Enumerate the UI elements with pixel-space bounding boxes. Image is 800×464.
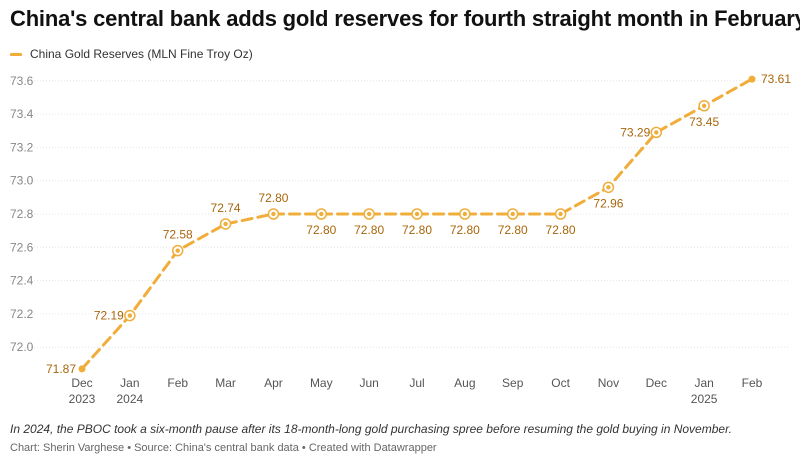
y-tick-label: 72.0 [10,340,34,354]
data-point-center [127,313,133,318]
data-label: 72.80 [402,223,432,237]
data-label: 72.96 [593,196,623,210]
legend-swatch [10,52,22,56]
y-tick-label: 73.6 [10,74,34,88]
data-point-center [414,211,420,217]
legend-label: China Gold Reserves (MLN Fine Troy Oz) [30,47,253,61]
x-tick-label: Oct [551,376,570,390]
x-tick-label: Jun [359,376,378,390]
data-point-center [558,211,563,217]
x-tick-label: 2023 [69,392,96,406]
data-point-center [223,221,228,227]
data-label: 72.80 [546,223,576,237]
x-tick-label: Jan [694,376,713,390]
x-tick-label: Feb [742,376,763,390]
data-point-center [175,248,180,253]
chart-credits: Chart: Sherin Varghese • Source: China's… [10,442,437,454]
data-point-center [606,185,611,190]
x-tick-label: 2025 [691,392,718,406]
x-tick-label: Dec [71,376,92,390]
data-point [748,75,756,83]
y-tick-label: 73.4 [10,107,34,121]
data-label: 72.80 [258,191,288,205]
data-label: 72.74 [211,201,241,215]
data-label: 72.58 [163,228,193,242]
x-tick-label: Mar [215,376,236,390]
data-point-center [366,211,372,217]
y-tick-label: 72.2 [10,307,34,321]
data-point-center [462,211,468,217]
y-tick-label: 72.4 [10,274,34,288]
x-tick-label: Jul [409,376,424,390]
y-tick-label: 73.0 [10,174,34,188]
x-tick-label: Dec [646,376,667,390]
data-label: 73.29 [620,125,650,139]
y-tick-label: 72.6 [10,240,34,254]
x-tick-label: Apr [264,376,283,390]
chart-title: China's central bank adds gold reserves … [10,6,800,31]
data-point [78,365,86,373]
y-tick-label: 72.8 [10,207,34,221]
x-tick-label: Jan [120,376,139,390]
y-tick-label: 73.2 [10,140,34,154]
legend: China Gold Reserves (MLN Fine Troy Oz) [10,47,253,61]
data-point-center [271,211,276,217]
chart-footnote: In 2024, the PBOC took a six-month pause… [10,422,732,436]
data-label: 72.80 [306,223,336,237]
data-point-center [319,211,324,217]
data-label: 72.80 [354,223,384,237]
x-tick-label: 2024 [117,392,144,406]
x-tick-label: May [310,376,333,390]
data-label: 73.61 [761,72,791,86]
data-point-center [701,103,707,108]
data-point-center [510,211,515,217]
data-label: 71.87 [46,362,76,376]
data-point-center [654,130,659,135]
line-chart: 72.0 72.2 72.4 72.6 72.8 73.0 73.2 73.4 73.6 Dec 2… [10,72,791,406]
x-tick-label: Feb [167,376,188,390]
x-tick-label: Aug [454,376,475,390]
data-label: 72.80 [498,223,528,237]
x-tick-label: Nov [598,376,619,390]
data-label: 72.19 [94,309,124,323]
data-label: 72.80 [450,223,480,237]
data-label: 73.45 [689,115,719,129]
x-tick-label: Sep [502,376,524,390]
